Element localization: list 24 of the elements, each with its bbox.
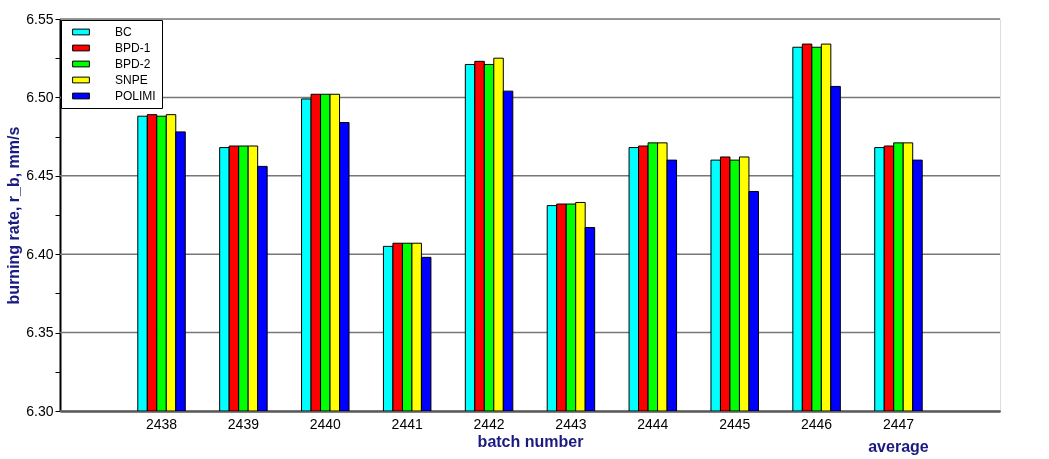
x-tick-label: 2446	[801, 415, 833, 432]
y-tick-label: 6.35	[26, 324, 54, 341]
x-tick-label: 2444	[637, 415, 669, 432]
x-axis-title: batch number	[477, 432, 584, 450]
legend-label: BPD-1	[115, 41, 151, 55]
y-tick-label: 6.55	[26, 10, 54, 27]
legend-label: SNPE	[115, 73, 148, 87]
y-tick-label: 6.40	[26, 245, 54, 262]
y-axis-title: burning rate, r_b, mm/s	[5, 126, 23, 305]
y-tick-label: 6.45	[26, 167, 54, 184]
legend-label: BC	[115, 25, 132, 39]
x-tick-label: 2443	[555, 415, 587, 432]
text: average	[868, 438, 929, 455]
legend-label: BPD-2	[115, 57, 151, 71]
x-tick-label: 2439	[227, 415, 260, 432]
x-tick-label: 2440	[309, 415, 342, 432]
x-tick-label: 2438	[145, 415, 178, 432]
x-tick-label: 2441	[391, 415, 423, 432]
legend-label: POLIMI	[115, 89, 156, 103]
x-tick-label: 2447	[882, 415, 915, 432]
x-tick-label: 2445	[719, 415, 751, 432]
x-tick-label: 2442	[473, 415, 505, 432]
y-tick-label: 6.50	[26, 88, 54, 105]
y-tick-label: 6.30	[26, 402, 54, 419]
